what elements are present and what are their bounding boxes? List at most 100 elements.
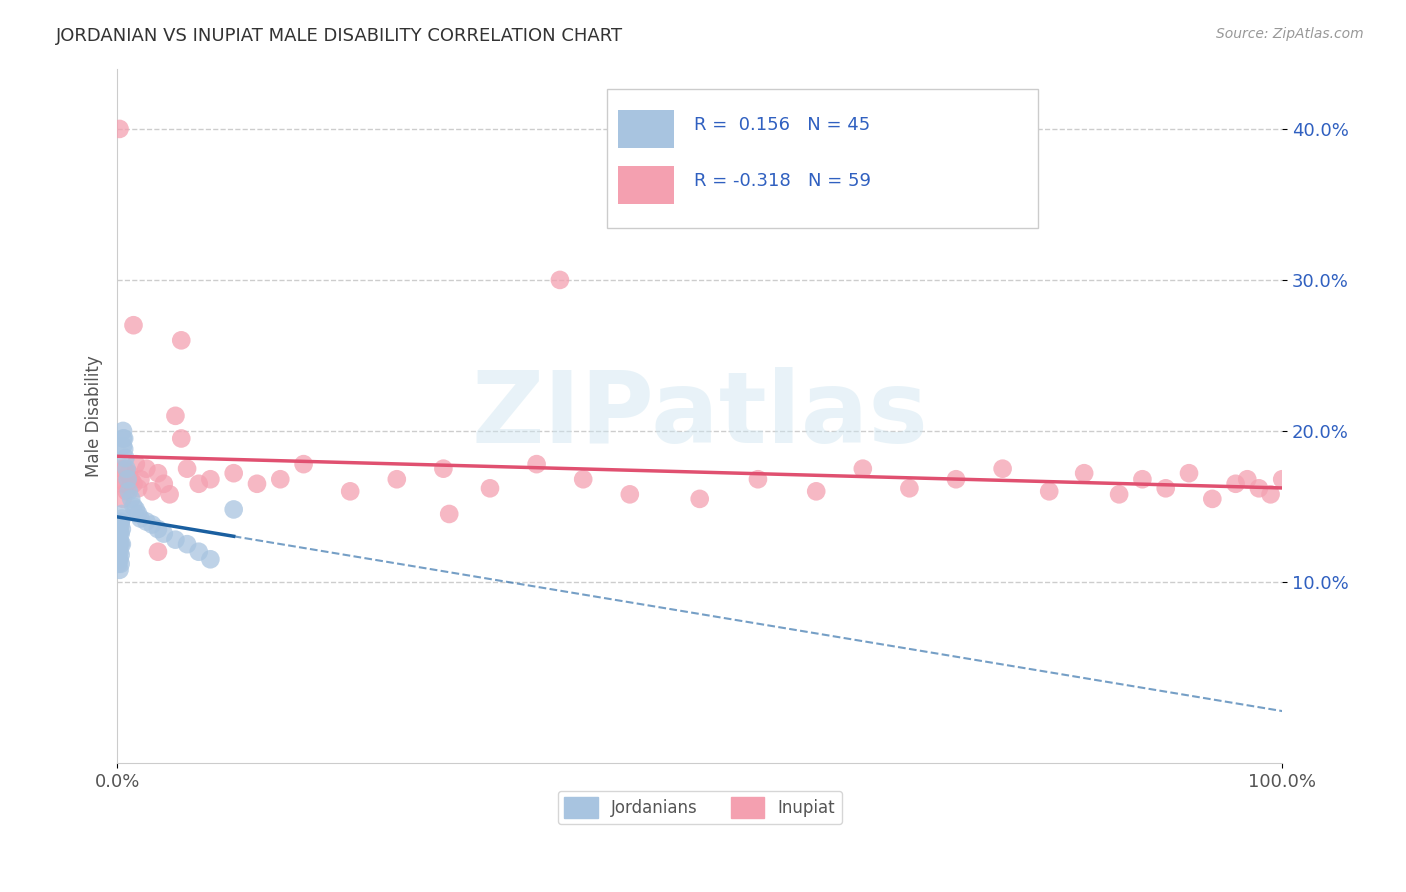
Text: R = -0.318   N = 59: R = -0.318 N = 59 — [695, 172, 870, 190]
Point — [117, 472, 139, 486]
Point — [1271, 472, 1294, 486]
Point — [246, 476, 269, 491]
Point — [548, 273, 571, 287]
Point — [292, 457, 315, 471]
Point — [200, 552, 222, 566]
Point — [120, 472, 142, 486]
Legend: Jordanians, Inupiat: Jordanians, Inupiat — [558, 790, 842, 824]
FancyBboxPatch shape — [606, 89, 1038, 228]
Point — [111, 476, 134, 491]
Point — [125, 457, 148, 471]
Point — [107, 530, 129, 544]
Point — [385, 472, 408, 486]
Point — [852, 461, 875, 475]
Point — [110, 526, 132, 541]
Point — [1178, 466, 1201, 480]
Point — [479, 481, 502, 495]
Point — [111, 507, 134, 521]
Point — [111, 491, 134, 506]
Point — [110, 517, 132, 532]
Point — [110, 537, 132, 551]
Point — [108, 537, 131, 551]
Point — [110, 461, 132, 475]
Point — [146, 522, 169, 536]
Point — [141, 517, 163, 532]
Point — [112, 432, 135, 446]
Point — [118, 466, 141, 480]
Point — [107, 537, 129, 551]
Text: ZIPatlas: ZIPatlas — [471, 368, 928, 465]
Point — [1201, 491, 1223, 506]
Point — [108, 552, 131, 566]
Point — [176, 461, 198, 475]
Point — [114, 476, 136, 491]
Point — [108, 122, 131, 136]
Point — [129, 511, 152, 525]
Point — [111, 511, 134, 525]
Point — [572, 472, 595, 486]
Point — [115, 484, 138, 499]
Point — [135, 461, 157, 475]
Point — [111, 439, 134, 453]
Point — [159, 487, 181, 501]
Point — [141, 484, 163, 499]
Point — [117, 472, 139, 486]
Point — [1132, 472, 1154, 486]
Point — [108, 545, 131, 559]
Point — [122, 318, 145, 333]
Point — [439, 507, 461, 521]
Point — [129, 472, 152, 486]
Y-axis label: Male Disability: Male Disability — [86, 355, 103, 476]
FancyBboxPatch shape — [619, 166, 673, 204]
Point — [165, 533, 187, 547]
Point — [146, 545, 169, 559]
Point — [125, 502, 148, 516]
Point — [108, 533, 131, 547]
Point — [170, 334, 193, 348]
Point — [165, 409, 187, 423]
Point — [1108, 487, 1130, 501]
Point — [110, 515, 132, 529]
Point — [1225, 476, 1247, 491]
Point — [1260, 487, 1282, 501]
Point — [187, 476, 209, 491]
Point — [118, 484, 141, 499]
Point — [115, 461, 138, 475]
Point — [110, 548, 132, 562]
Point — [107, 557, 129, 571]
Point — [108, 526, 131, 541]
Point — [747, 472, 769, 486]
Point — [107, 552, 129, 566]
Point — [110, 557, 132, 571]
Point — [806, 484, 828, 499]
Point — [152, 476, 174, 491]
Text: JORDANIAN VS INUPIAT MALE DISABILITY CORRELATION CHART: JORDANIAN VS INUPIAT MALE DISABILITY COR… — [56, 27, 623, 45]
Point — [111, 432, 134, 446]
Point — [112, 461, 135, 475]
Point — [222, 502, 245, 516]
Text: R =  0.156   N = 45: R = 0.156 N = 45 — [695, 117, 870, 135]
Point — [1038, 484, 1060, 499]
Point — [146, 466, 169, 480]
Point — [122, 500, 145, 514]
Point — [898, 481, 921, 495]
FancyBboxPatch shape — [619, 111, 673, 148]
Point — [120, 491, 142, 506]
Point — [135, 515, 157, 529]
Point — [339, 484, 361, 499]
Point — [176, 537, 198, 551]
Point — [170, 432, 193, 446]
Point — [122, 476, 145, 491]
Text: Source: ZipAtlas.com: Source: ZipAtlas.com — [1216, 27, 1364, 41]
Point — [107, 545, 129, 559]
Point — [619, 487, 641, 501]
Point — [1073, 466, 1095, 480]
Point — [111, 424, 134, 438]
Point — [127, 481, 149, 495]
Point — [689, 491, 711, 506]
Point — [200, 472, 222, 486]
Point — [108, 522, 131, 536]
Point — [432, 461, 454, 475]
Point — [187, 545, 209, 559]
Point — [112, 442, 135, 456]
